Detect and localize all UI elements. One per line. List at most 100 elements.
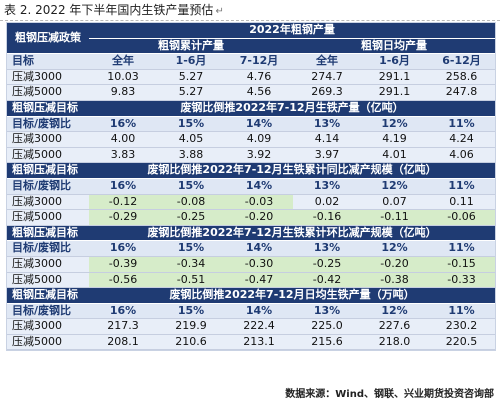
table-cell: 219.9 <box>157 318 225 335</box>
ratio-cell: 13% <box>293 178 361 195</box>
table-cell: 4.06 <box>428 147 496 164</box>
table-caption: 表 2. 2022 年下半年国内生铁产量预估 ↵ <box>0 0 500 21</box>
table-cell: 215.6 <box>293 334 361 351</box>
ratio-cell: 13% <box>293 116 361 133</box>
ratio-cell: 16% <box>89 116 157 133</box>
table-cell: 4.24 <box>428 131 496 148</box>
ratio-row: 目标/废钢比 16% 15% 14% 13% 12% 11% <box>7 303 496 320</box>
daily-header: 粗钢日均产量 <box>293 38 496 55</box>
table-cell: 210.6 <box>157 334 225 351</box>
row-label: 压减5000 <box>7 334 89 351</box>
table-cell: 269.3 <box>293 84 361 101</box>
return-mark-icon: ↵ <box>215 6 224 17</box>
table-cell: -0.42 <box>293 272 361 289</box>
table-cell: 225.0 <box>293 318 361 335</box>
table-cell: 4.05 <box>157 131 225 148</box>
policy-header: 粗钢压减政策 <box>7 23 89 55</box>
table-cell: 3.83 <box>89 147 157 164</box>
table-cell: 10.03 <box>89 69 157 86</box>
table-cell: 3.97 <box>293 147 361 164</box>
ratio-cell: 12% <box>361 240 428 257</box>
ratio-row: 目标/废钢比 16% 15% 14% 13% 12% 11% <box>7 116 496 133</box>
table-cell: -0.25 <box>293 256 361 273</box>
table-cell: 0.07 <box>361 194 428 211</box>
table-cell: -0.51 <box>157 272 225 289</box>
column-header: 全年 <box>293 53 361 70</box>
ratio-cell: 16% <box>89 240 157 257</box>
table-row: 压减5000 208.1 210.6 213.1 215.6 218.0 220.5 <box>7 334 496 351</box>
table-cell: 217.3 <box>89 318 157 335</box>
table-cell: 222.4 <box>225 318 293 335</box>
table-cell: 4.19 <box>361 131 428 148</box>
table-cell: -0.08 <box>157 194 225 211</box>
section-header-row: 粗钢压减目标 废钢比倒推2022年7-12月生铁产量（亿吨） <box>7 100 496 117</box>
year-header: 2022年粗钢产量 <box>89 23 496 39</box>
ratio-cell: 14% <box>225 178 293 195</box>
table-cell: 213.1 <box>225 334 293 351</box>
table-cell: -0.34 <box>157 256 225 273</box>
table-cell: -0.06 <box>428 209 496 226</box>
table-cell: -0.16 <box>293 209 361 226</box>
table-cell: 220.5 <box>428 334 496 351</box>
table-row: 压减3000 10.03 5.27 4.76 274.7 291.1 258.6 <box>7 69 496 86</box>
table-cell: -0.39 <box>89 256 157 273</box>
row-label: 压减5000 <box>7 147 89 164</box>
table-row: 压减3000 -0.39 -0.34 -0.30 -0.25 -0.20 -0.15 <box>7 256 496 273</box>
section-header-row: 粗钢压减目标 废钢比倒推2022年7-12月生铁累计环比减产规模（亿吨） <box>7 225 496 242</box>
column-header: 1-6月 <box>157 53 225 70</box>
section-label: 粗钢压减目标 <box>7 287 89 304</box>
ratio-cell: 12% <box>361 116 428 133</box>
section-title: 废钢比倒推2022年7-12月生铁累计环比减产规模（亿吨） <box>89 225 496 242</box>
table-cell: -0.12 <box>89 194 157 211</box>
source-note: 数据来源：Wind、钢联、兴业期货投资咨询部 <box>285 389 494 400</box>
ratio-cell: 12% <box>361 303 428 320</box>
ratio-label: 目标/废钢比 <box>7 178 89 195</box>
table-cell: -0.03 <box>225 194 293 211</box>
table-row: 压减5000 9.83 5.27 4.56 269.3 291.1 247.8 <box>7 84 496 101</box>
section-label: 粗钢压减目标 <box>7 100 89 117</box>
table-cell: 230.2 <box>428 318 496 335</box>
row-label: 压减3000 <box>7 69 89 86</box>
column-header: 6-12月 <box>428 53 496 70</box>
table-cell: 4.01 <box>361 147 428 164</box>
table-cell: -0.25 <box>157 209 225 226</box>
data-table-frame: 粗钢压减政策 2022年粗钢产量 粗钢累计产量 粗钢日均产量 目标 全年 1-6… <box>6 22 496 352</box>
ratio-cell: 11% <box>428 116 496 133</box>
ratio-cell: 16% <box>89 303 157 320</box>
table-cell: 0.02 <box>293 194 361 211</box>
row-label: 压减3000 <box>7 131 89 148</box>
section-title: 废钢比倒推2022年7-12月生铁产量（亿吨） <box>89 100 496 117</box>
table-cell: 4.76 <box>225 69 293 86</box>
table-cell: 4.09 <box>225 131 293 148</box>
column-header: 全年 <box>89 53 157 70</box>
table-cell: 5.27 <box>157 84 225 101</box>
ratio-label: 目标/废钢比 <box>7 116 89 133</box>
table-row: 压减5000 -0.56 -0.51 -0.47 -0.42 -0.38 -0.33 <box>7 272 496 289</box>
section-header-row: 粗钢压减目标 废钢比倒推2022年7-12月日均生铁产量（万吨） <box>7 287 496 304</box>
table-cell: 258.6 <box>428 69 496 86</box>
table-cell: 247.8 <box>428 84 496 101</box>
cumulative-header: 粗钢累计产量 <box>89 38 293 55</box>
section-label: 粗钢压减目标 <box>7 225 89 242</box>
ratio-label: 目标/废钢比 <box>7 303 89 320</box>
ratio-row: 目标/废钢比 16% 15% 14% 13% 12% 11% <box>7 240 496 257</box>
table-cell: -0.11 <box>361 209 428 226</box>
row-label: 压减3000 <box>7 318 89 335</box>
column-header-row: 目标 全年 1-6月 7-12月 全年 1-6月 6-12月 <box>7 53 496 70</box>
ratio-cell: 15% <box>157 116 225 133</box>
ratio-cell: 13% <box>293 240 361 257</box>
row-label: 压减5000 <box>7 84 89 101</box>
table-cell: 3.88 <box>157 147 225 164</box>
ratio-cell: 13% <box>293 303 361 320</box>
section-header-row: 粗钢压减目标 废钢比倒推2022年7-12月生铁累计同比减产规模（亿吨） <box>7 162 496 179</box>
section-label: 粗钢压减目标 <box>7 162 89 179</box>
ratio-cell: 11% <box>428 178 496 195</box>
column-header: 7-12月 <box>225 53 293 70</box>
ratio-cell: 16% <box>89 178 157 195</box>
steel-output-table: 粗钢压减政策 2022年粗钢产量 粗钢累计产量 粗钢日均产量 目标 全年 1-6… <box>7 23 496 351</box>
column-header: 1-6月 <box>361 53 428 70</box>
table-row: 压减3000 217.3 219.9 222.4 225.0 227.6 230.2 <box>7 318 496 335</box>
table-cell: 0.11 <box>428 194 496 211</box>
section-title: 废钢比倒推2022年7-12月日均生铁产量（万吨） <box>89 287 496 304</box>
table-cell: 4.00 <box>89 131 157 148</box>
